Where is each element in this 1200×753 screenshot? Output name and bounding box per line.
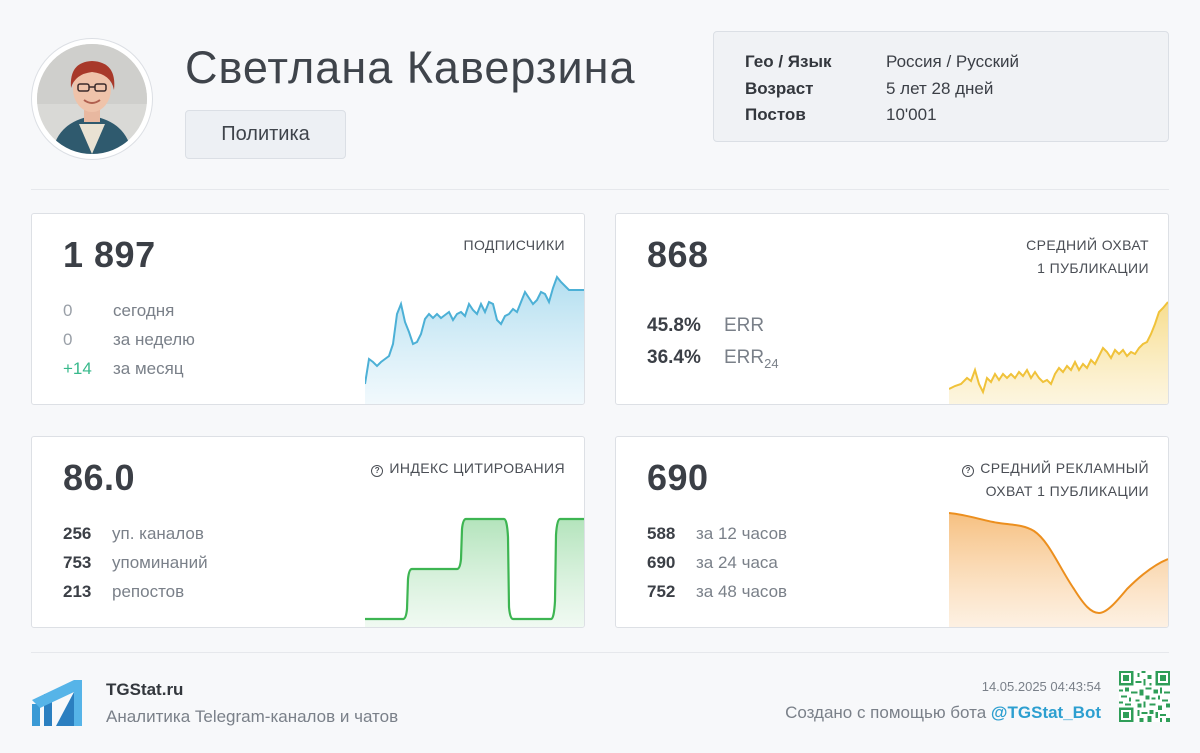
ad-number: 588 xyxy=(647,524,676,543)
info-row-age: Возраст 5 лет 28 дней xyxy=(745,76,1168,103)
info-row-geo: Гео / Язык Россия / Русский xyxy=(745,49,1168,76)
err24-row: 36.4% ERR24 xyxy=(647,347,779,371)
ad-reach-count: 690 xyxy=(647,457,709,498)
channel-avatar xyxy=(31,38,153,160)
created-prefix: Создано с помощью бота xyxy=(785,703,987,722)
ad-reach-sparkline xyxy=(949,512,1168,627)
ci-row-reposts: 213 репостов xyxy=(63,582,184,602)
citation-card: 86.0 ? ИНДЕКС ЦИТИРОВАНИЯ 256 уп. каналов… xyxy=(31,436,585,628)
citation-sparkline xyxy=(365,517,584,627)
divider xyxy=(31,189,1169,190)
err24-value: 36.4% xyxy=(647,347,701,368)
stat-week: 0 за неделю xyxy=(63,330,195,350)
subscribers-sparkline xyxy=(365,274,584,404)
avatar-photo xyxy=(37,44,147,154)
err-value: 45.8% xyxy=(647,315,701,336)
ad-number: 752 xyxy=(647,582,676,601)
stat-today: 0 сегодня xyxy=(63,301,174,321)
bot-link[interactable]: @TGStat_Bot xyxy=(990,703,1101,722)
generated-timestamp: 14.05.2025 04:43:54 xyxy=(981,679,1101,694)
info-value: 10'001 xyxy=(886,105,937,125)
reach-count: 868 xyxy=(647,234,709,275)
ci-row-channels: 256 уп. каналов xyxy=(63,524,204,544)
ad-reach-card: 690 ? СРЕДНИЙ РЕКЛАМНЫЙ ОХВАТ 1 ПУБЛИКАЦИ… xyxy=(615,436,1169,628)
citation-label[interactable]: ? ИНДЕКС ЦИТИРОВАНИЯ xyxy=(371,457,565,480)
help-icon[interactable]: ? xyxy=(962,465,975,477)
ad-reach-label-line2: ОХВАТ 1 ПУБЛИКАЦИИ xyxy=(985,483,1149,499)
created-by: Создано с помощью бота @TGStat_Bot xyxy=(785,703,1101,723)
brand-tagline: Аналитика Telegram-каналов и чатов xyxy=(106,707,399,726)
info-key: Возраст xyxy=(745,78,814,98)
reach-label-line1: СРЕДНИЙ ОХВАТ xyxy=(1026,237,1149,253)
ci-text: уп. каналов xyxy=(112,524,204,543)
info-key: Постов xyxy=(745,105,806,125)
reach-card: 868 СРЕДНИЙ ОХВАТ 1 ПУБЛИКАЦИИ 45.8% ERR… xyxy=(615,213,1169,405)
err-row: 45.8% ERR xyxy=(647,315,764,337)
info-key: Гео / Язык xyxy=(745,52,832,72)
tgstat-logo-icon xyxy=(32,680,82,726)
subscribers-label: ПОДПИСЧИКИ xyxy=(463,237,565,253)
ad-row-24h: 690 за 24 часа xyxy=(647,553,778,573)
brand-name[interactable]: TGStat.ru xyxy=(106,680,184,699)
err-label: ERR xyxy=(724,315,765,336)
qr-code-icon xyxy=(1119,671,1170,722)
ad-text: за 24 часа xyxy=(696,553,778,572)
ci-number: 256 xyxy=(63,524,92,543)
reach-label-line2: 1 ПУБЛИКАЦИИ xyxy=(1037,260,1149,276)
divider xyxy=(31,652,1169,653)
err24-label: ERR24 xyxy=(724,347,779,371)
help-icon[interactable]: ? xyxy=(371,465,384,477)
ad-row-12h: 588 за 12 часов xyxy=(647,524,787,544)
reach-sparkline xyxy=(949,301,1168,404)
info-value: 5 лет 28 дней xyxy=(886,78,994,98)
subscribers-count: 1 897 xyxy=(63,234,156,275)
stat-text: за неделю xyxy=(113,330,195,349)
ci-number: 213 xyxy=(63,582,92,601)
stat-text: сегодня xyxy=(113,301,175,320)
stat-number: +14 xyxy=(63,359,92,378)
info-value: Россия / Русский xyxy=(886,52,1019,72)
stat-number: 0 xyxy=(63,301,73,320)
stat-number: 0 xyxy=(63,330,73,349)
ad-text: за 12 часов xyxy=(696,524,788,543)
channel-name: Светлана Каверзина xyxy=(185,42,636,93)
channel-info-panel: Гео / Язык Россия / Русский Возраст 5 ле… xyxy=(713,31,1169,142)
ci-text: репостов xyxy=(112,582,185,601)
ci-text: упоминаний xyxy=(112,553,208,572)
ci-number: 753 xyxy=(63,553,92,572)
ad-number: 690 xyxy=(647,553,676,572)
stat-month: +14 за месяц xyxy=(63,359,184,379)
reach-label: СРЕДНИЙ ОХВАТ 1 ПУБЛИКАЦИИ xyxy=(1026,234,1149,280)
ad-reach-label[interactable]: ? СРЕДНИЙ РЕКЛАМНЫЙ ОХВАТ 1 ПУБЛИКАЦИИ xyxy=(962,457,1149,503)
ad-row-48h: 752 за 48 часов xyxy=(647,582,787,602)
info-row-posts: Постов 10'001 xyxy=(745,102,1168,129)
ad-text: за 48 часов xyxy=(696,582,788,601)
citation-index: 86.0 xyxy=(63,457,136,498)
subscribers-card: 1 897 ПОДПИСЧИКИ 0 сегодня 0 за неделю +… xyxy=(31,213,585,405)
stat-text: за месяц xyxy=(113,359,184,378)
category-badge[interactable]: Политика xyxy=(185,110,346,159)
ci-row-mentions: 753 упоминаний xyxy=(63,553,208,573)
